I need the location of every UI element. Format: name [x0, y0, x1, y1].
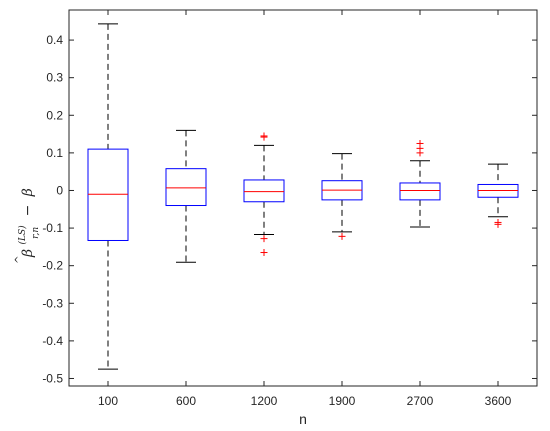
y-tick-label: -0.4 — [42, 334, 63, 348]
y-label-rhs: β — [20, 188, 36, 197]
y-tick-label: -0.1 — [42, 221, 63, 235]
y-label-hat: ^ — [14, 255, 25, 263]
iqr-box — [165, 168, 207, 207]
x-tick-label: 1200 — [251, 394, 278, 408]
plot-area — [68, 9, 538, 387]
y-label-superscript: (LS) — [17, 225, 28, 245]
box-2700 — [399, 139, 441, 228]
iqr-box — [87, 148, 129, 241]
y-tick-labels: -0.5 -0.4 -0.3 -0.2 -0.1 0 0.1 0.2 0.3 0.4 — [42, 33, 63, 385]
boxes — [87, 23, 519, 370]
y-tick-label: -0.5 — [42, 371, 63, 385]
box-3600 — [477, 163, 519, 228]
box-1200 — [243, 132, 285, 257]
outlier-point — [260, 133, 268, 141]
y-tick-label: 0.3 — [46, 71, 63, 85]
y-tick-label: 0.1 — [46, 146, 63, 160]
x-tick-label: 100 — [98, 394, 118, 408]
y-tick-label: -0.2 — [42, 259, 63, 273]
outlier-point — [260, 249, 268, 257]
iqr-box — [399, 182, 441, 201]
box-1900 — [321, 153, 363, 240]
iqr-box — [243, 179, 285, 203]
y-tick-label: -0.3 — [42, 296, 63, 310]
y-axis-label: ^ β (LS) r,n − β — [10, 188, 42, 264]
box-600 — [165, 129, 207, 263]
x-tick-label: 3600 — [485, 394, 512, 408]
x-tick-labels: 100 600 1200 1900 2700 3600 — [98, 394, 512, 408]
outlier-point — [338, 232, 346, 240]
y-tick-label: 0.4 — [46, 33, 63, 47]
outlier-point — [416, 149, 424, 157]
svg-text:^ β (LS) r,n: ^ β (LS) r,n − β — [10, 188, 42, 264]
x-axis-label: n — [299, 411, 307, 427]
box-100 — [87, 23, 129, 370]
outlier-point — [494, 220, 502, 228]
x-tick-label: 1900 — [329, 394, 356, 408]
y-tick-label: 0.2 — [46, 108, 63, 122]
outlier-point — [260, 235, 268, 243]
x-tick-label: 600 — [176, 394, 196, 408]
x-tick-label: 2700 — [407, 394, 434, 408]
y-label-minus: − — [20, 205, 36, 217]
y-label-subscript: r,n — [31, 227, 41, 239]
y-label-beta: β — [20, 249, 36, 258]
axis-ticks — [69, 10, 537, 386]
y-tick-label: 0 — [56, 183, 63, 197]
